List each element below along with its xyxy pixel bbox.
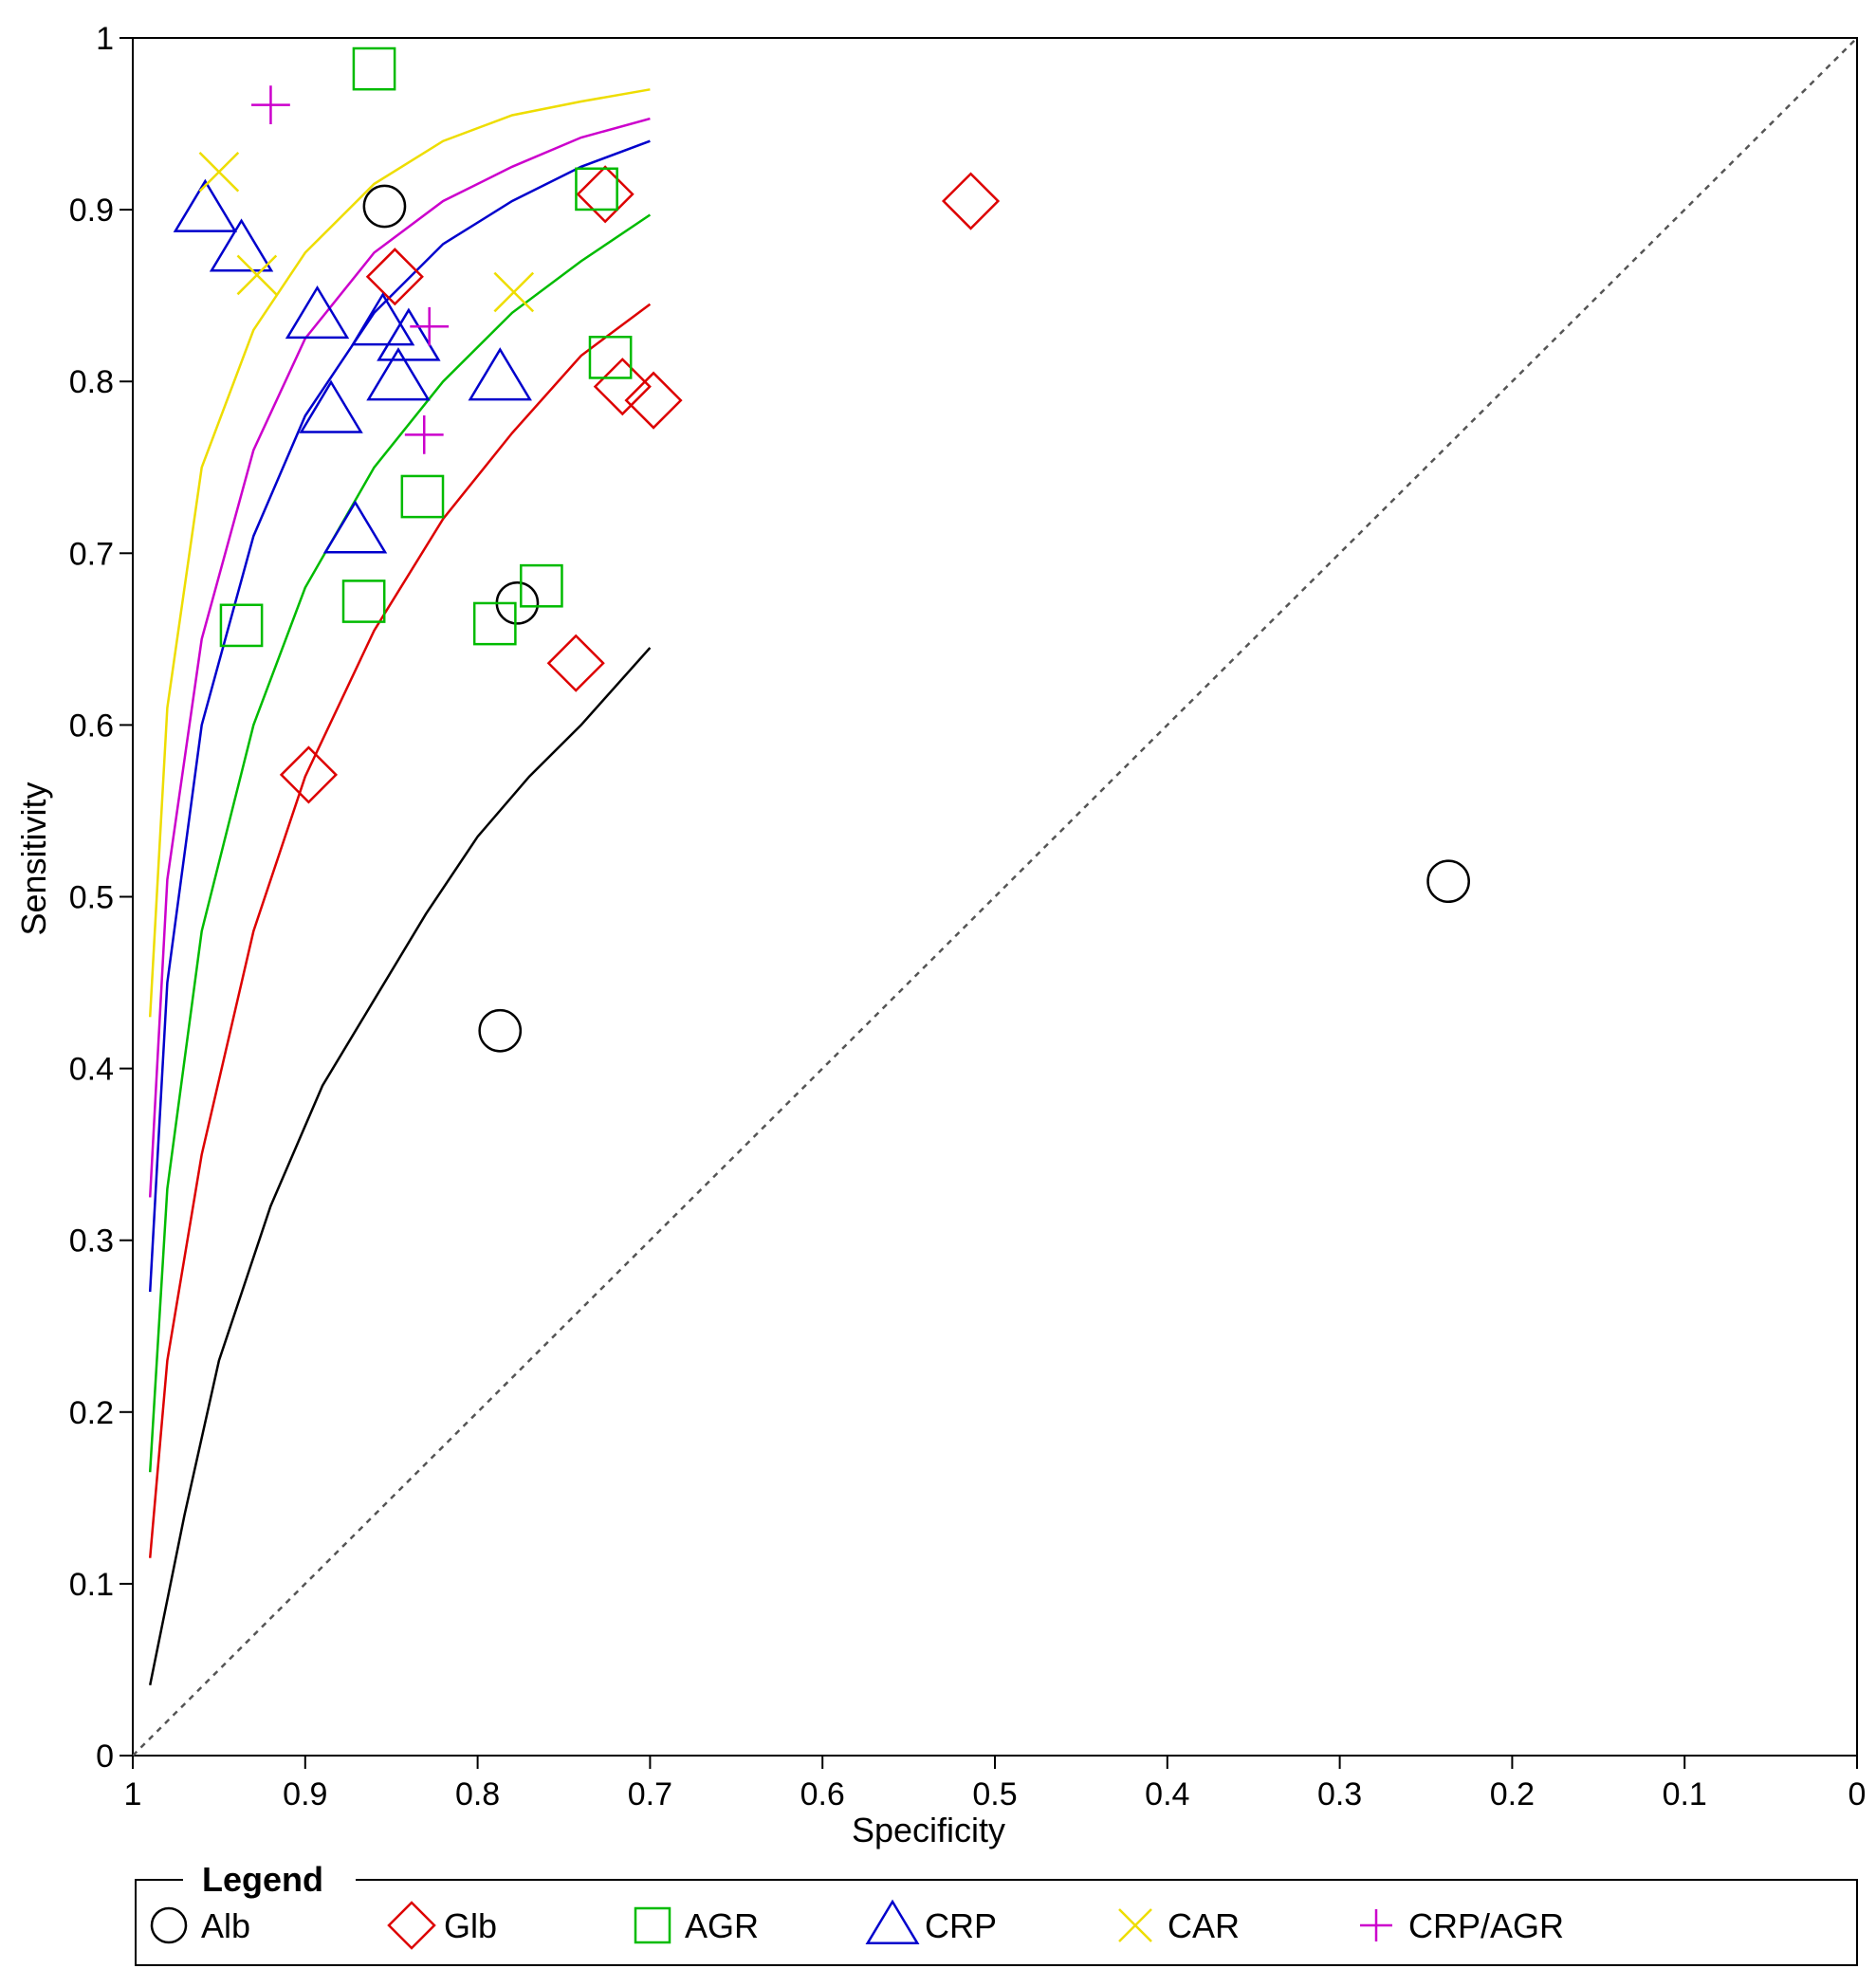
sroc-curve-alb xyxy=(148,647,652,1685)
legend-marker-agr xyxy=(634,1906,671,1944)
y-tick-label: 0.6 xyxy=(69,708,114,744)
y-tick-label: 0.3 xyxy=(69,1223,114,1260)
point-glb xyxy=(365,248,424,306)
point-crp-agr xyxy=(404,414,444,454)
sroc-curve-crp-agr xyxy=(148,117,651,1198)
y-tick-label: 0.2 xyxy=(69,1395,114,1431)
point-glb xyxy=(624,371,683,430)
point-glb xyxy=(279,745,339,804)
x-tick-label: 0.8 xyxy=(455,1776,500,1812)
point-agr xyxy=(588,335,633,379)
legend-marker-crp xyxy=(865,1899,920,1944)
legend: Legend Alb Glb AGR CRP CAR CRP/AGR xyxy=(135,1860,1858,1966)
point-crp-agr xyxy=(251,85,290,125)
legend-marker-alb xyxy=(150,1906,188,1944)
y-tick-label: 0.8 xyxy=(69,364,114,400)
point-agr xyxy=(472,601,517,646)
sroc-curve-crp xyxy=(148,139,651,1293)
legend-marker-crp-agr xyxy=(1360,1909,1392,1941)
sroc-curve-glb xyxy=(148,303,652,1558)
point-crp xyxy=(366,347,431,401)
legend-label: CRP xyxy=(925,1906,997,1945)
point-crp xyxy=(468,347,532,401)
y-tick-label: 0.5 xyxy=(69,880,114,916)
x-tick-label: 0.1 xyxy=(1663,1776,1707,1812)
x-tick-label: 0.9 xyxy=(283,1776,327,1812)
point-alb xyxy=(1426,859,1470,904)
point-agr xyxy=(520,563,563,608)
point-crp xyxy=(285,285,350,340)
point-car xyxy=(236,254,278,296)
point-crp xyxy=(322,500,388,554)
x-tick-label: 0.3 xyxy=(1317,1776,1362,1812)
legend-marker-glb xyxy=(387,1901,436,1950)
y-tick-label: 0 xyxy=(96,1739,114,1775)
legend-label: AGR xyxy=(685,1906,759,1945)
sroc-curve-car xyxy=(148,88,651,1018)
point-layer xyxy=(173,46,1470,1053)
legend-marker-car xyxy=(1118,1908,1152,1942)
x-tick-label: 0.6 xyxy=(800,1776,845,1812)
point-agr xyxy=(352,46,396,91)
legend-box xyxy=(135,1879,1858,1966)
x-tick-label: 0.5 xyxy=(972,1776,1017,1812)
x-tick-label: 0.2 xyxy=(1490,1776,1535,1812)
y-tick-label: 0.9 xyxy=(69,193,114,229)
point-alb xyxy=(478,1008,523,1053)
y-tick-label: 0.7 xyxy=(69,536,114,572)
point-glb xyxy=(576,165,635,224)
legend-title: Legend xyxy=(202,1860,323,1899)
x-tick-label: 0.4 xyxy=(1145,1776,1189,1812)
y-tick-label: 0.4 xyxy=(69,1052,114,1088)
x-tick-label: 0 xyxy=(1848,1776,1867,1812)
point-crp xyxy=(209,218,274,272)
chance-diagonal xyxy=(132,37,1858,1757)
point-agr xyxy=(341,580,386,623)
point-car xyxy=(198,151,240,193)
legend-label: Glb xyxy=(444,1906,497,1945)
point-glb xyxy=(941,172,1001,230)
legend-label: Alb xyxy=(201,1906,250,1945)
axis-layer: 1 0.9 0.8 0.7 0.6 0.5 0.4 0.3 0.2 0.1 0 0 0.1 0.2 0.3 0… xyxy=(14,21,1866,1849)
point-crp-agr xyxy=(410,306,450,346)
point-car xyxy=(493,271,535,313)
curve-layer xyxy=(148,88,652,1685)
point-agr xyxy=(575,167,618,212)
point-alb xyxy=(362,184,407,229)
legend-label: CAR xyxy=(1168,1906,1240,1945)
x-tick-label: 0.7 xyxy=(628,1776,672,1812)
y-tick-label: 1 xyxy=(96,21,114,57)
x-axis-title: Specificity xyxy=(852,1811,1005,1849)
point-crp xyxy=(299,379,363,433)
y-tick-label: 0.1 xyxy=(69,1567,114,1603)
y-axis-title: Sensitivity xyxy=(14,782,53,935)
x-tick-label: 1 xyxy=(124,1776,142,1812)
point-crp xyxy=(350,292,415,346)
point-agr xyxy=(400,474,445,519)
legend-label: CRP/AGR xyxy=(1408,1906,1564,1945)
point-crp xyxy=(173,178,238,232)
point-crp xyxy=(377,307,441,361)
point-agr xyxy=(219,603,264,648)
point-glb xyxy=(546,634,605,692)
